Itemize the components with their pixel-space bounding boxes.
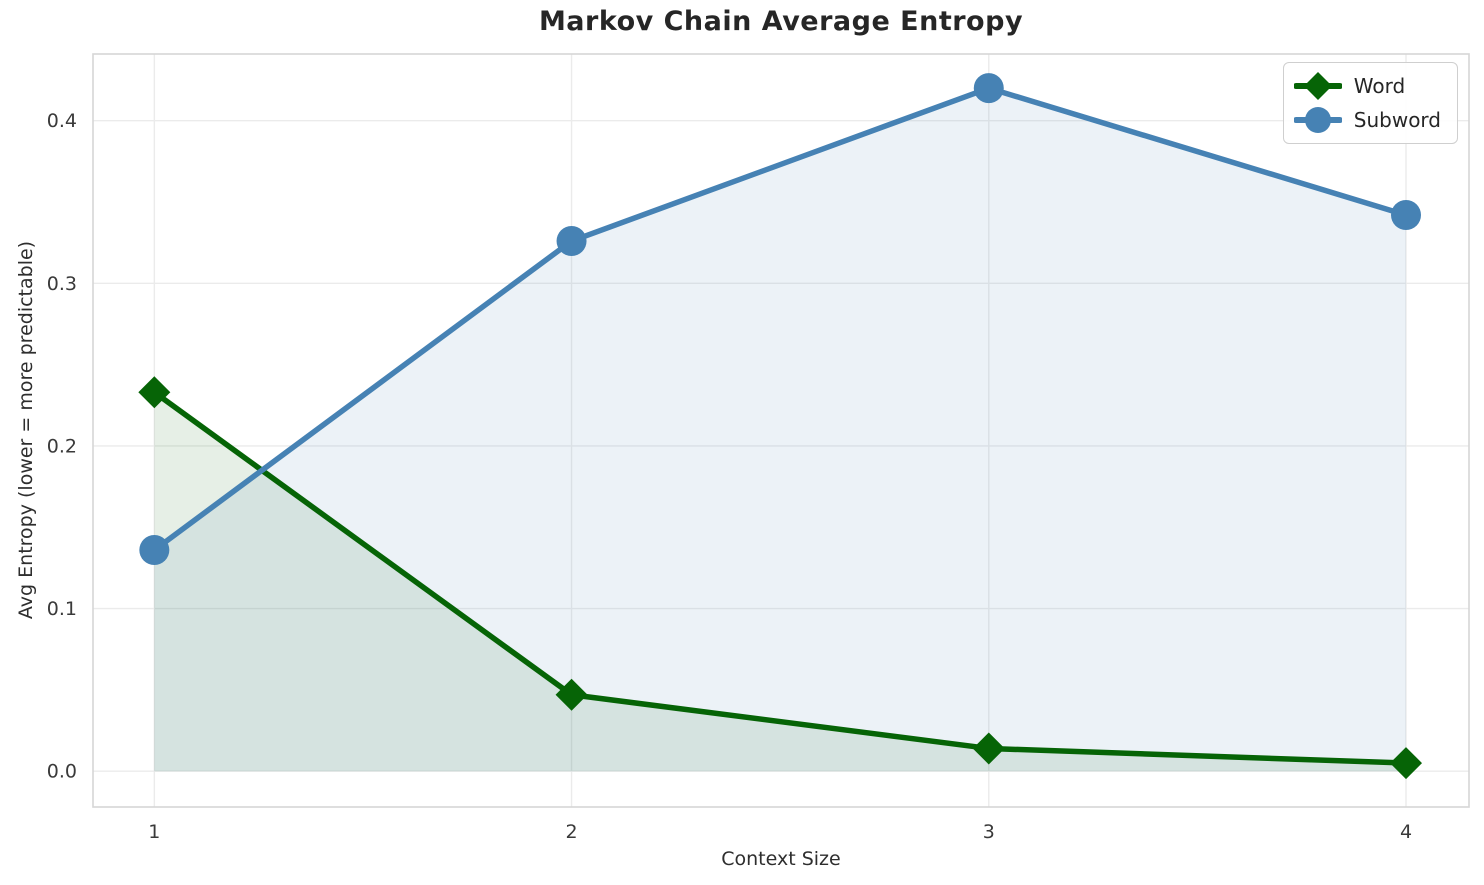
legend: Word Subword xyxy=(1282,62,1458,144)
marker-subword xyxy=(973,73,1004,104)
x-tick-label: 1 xyxy=(148,821,160,843)
legend-label-word: Word xyxy=(1353,74,1406,98)
marker-subword xyxy=(139,535,170,566)
marker-subword xyxy=(556,226,587,257)
y-tick-label: 0.4 xyxy=(47,110,77,132)
marker-word xyxy=(138,376,171,409)
line-word xyxy=(151,389,1409,766)
marker-subword xyxy=(1390,200,1421,231)
marker-word xyxy=(555,678,588,711)
x-tick-label: 3 xyxy=(983,821,995,843)
x-axis-label: Context Size xyxy=(721,848,841,870)
plot-border xyxy=(92,53,1470,808)
y-tick-label: 0.1 xyxy=(47,598,77,620)
x-tick-label: 2 xyxy=(566,821,578,843)
legend-item-word: Word xyxy=(1293,71,1441,101)
line-subword xyxy=(151,85,1409,553)
legend-label-subword: Subword xyxy=(1353,108,1441,132)
x-tick-label: 4 xyxy=(1400,821,1412,843)
legend-item-subword: Subword xyxy=(1293,105,1441,135)
y-tick-label: 0.0 xyxy=(47,761,77,783)
y-tick-label: 0.2 xyxy=(47,435,77,457)
area-fill-word xyxy=(154,392,1406,772)
marker-word xyxy=(972,732,1005,765)
marker-word xyxy=(1389,747,1422,780)
word-series-marker-icon xyxy=(1293,72,1342,100)
subword-series-marker-icon xyxy=(1293,107,1342,133)
y-tick-label: 0.3 xyxy=(47,273,77,295)
area-fill-subword xyxy=(154,88,1406,772)
chart-title: Markov Chain Average Entropy xyxy=(538,6,1024,37)
